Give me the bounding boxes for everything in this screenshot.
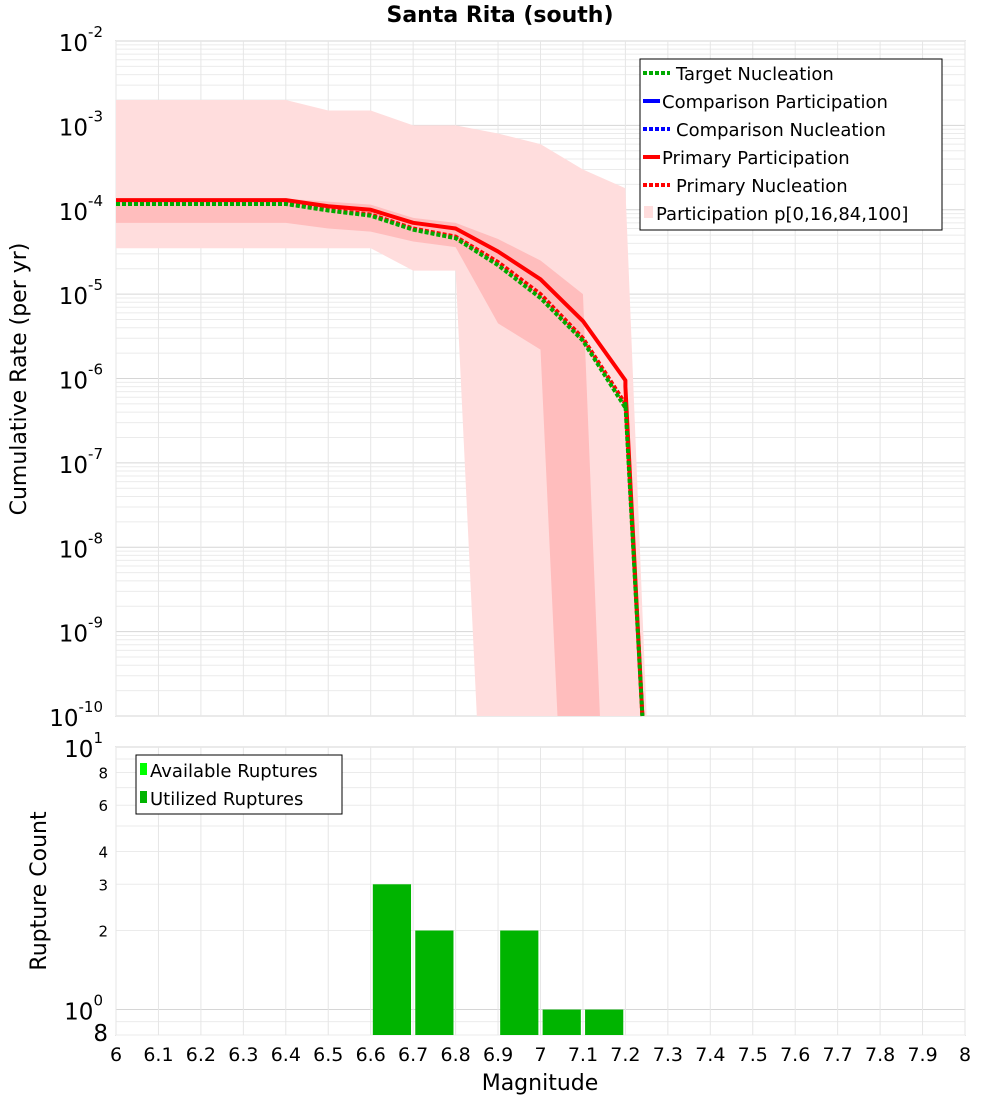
count-y-major-tick-label: 100 (64, 992, 103, 1026)
legend-swatch-utilized-ruptures (140, 791, 147, 803)
legend-label-comparison-nucleation: Comparison Nucleation (676, 120, 886, 141)
x-tick-label: 7 (534, 1044, 546, 1066)
legend-label-primary-nucleation: Primary Nucleation (676, 176, 848, 197)
x-tick-label: 6 (110, 1044, 122, 1066)
count-y-major-tick-label: 101 (64, 729, 103, 763)
x-tick-label: 7.9 (907, 1044, 937, 1066)
target-nucleation-line (116, 201, 645, 717)
count-y-minor-tick-label: 4 (98, 843, 108, 861)
legend-label-target-nucleation: Target Nucleation (675, 64, 834, 85)
legend-label-primary-participation: Primary Participation (662, 148, 850, 169)
count-legend: Available Ruptures Utilized Ruptures (135, 754, 343, 815)
x-tick-label: 7.2 (610, 1044, 640, 1066)
utilized-ruptures-bar (415, 930, 454, 1035)
x-tick-label: 6.1 (143, 1044, 173, 1066)
x-tick-label: 6.6 (356, 1044, 386, 1066)
legend-swatch-participation-band (644, 206, 653, 218)
x-tick-label: 6.5 (313, 1044, 343, 1066)
x-tick-label: 6.8 (440, 1044, 470, 1066)
utilized-ruptures-bar (372, 884, 412, 1035)
x-tick-label: 7.3 (653, 1044, 683, 1066)
count-y-minor-tick-label: 6 (98, 797, 108, 815)
utilized-ruptures-bar (542, 1009, 581, 1035)
count-gridlines (115, 746, 966, 1036)
count-y-minor-tick-label: 8 (93, 1021, 108, 1047)
x-axis-label: Magnitude (482, 1071, 599, 1096)
primary-participation-line (116, 198, 645, 717)
x-tick-label: 7.4 (695, 1044, 725, 1066)
legend-label-comparison-participation: Comparison Participation (662, 92, 888, 113)
utilized-ruptures-bar (585, 1009, 624, 1035)
x-tick-label: 7.5 (738, 1044, 768, 1066)
count-legend-box (135, 754, 343, 815)
x-tick-label: 7.1 (568, 1044, 598, 1066)
count-x-ticks: 6 6.1 6.2 6.3 6.4 6.5 6.6 6.7 6.8 6.9 7 7.1 7.2 7.3 7.… (110, 1044, 971, 1066)
count-y-minor-tick-label: 2 (98, 923, 108, 941)
x-tick-label: 8 (959, 1044, 971, 1066)
count-y-minor-tick-label: 3 (98, 876, 108, 894)
rate-y-tick-label: 10-2 (59, 23, 103, 57)
rate-y-axis-label: Cumulative Rate (per yr) (7, 243, 32, 516)
rate-y-ticks: 10-2 10-3 10-4 10-5 10-6 10-7 10-8 10-9 10-10 (49, 23, 103, 732)
x-tick-label: 6.2 (186, 1044, 216, 1066)
x-tick-label: 6.9 (483, 1044, 513, 1066)
legend-swatch-available-ruptures (140, 763, 147, 775)
rate-legend-box (639, 58, 943, 231)
x-tick-label: 7.6 (780, 1044, 810, 1066)
x-tick-label: 7.8 (865, 1044, 895, 1066)
rate-y-tick-label: 10-9 (59, 614, 103, 648)
count-y-axis-label: Rupture Count (27, 811, 52, 971)
rate-y-tick-label: 10-5 (59, 276, 103, 310)
rate-y-tick-label: 10-3 (59, 107, 103, 141)
x-tick-label: 7.7 (823, 1044, 853, 1066)
count-bars (372, 884, 624, 1035)
chart-title: Santa Rita (south) (386, 3, 613, 28)
x-tick-label: 6.4 (271, 1044, 301, 1066)
rate-y-tick-label: 10-8 (59, 529, 103, 563)
legend-label-available-ruptures: Available Ruptures (150, 761, 318, 782)
rate-y-tick-label: 10-6 (59, 361, 103, 395)
x-tick-label: 6.3 (228, 1044, 258, 1066)
rate-lines (116, 198, 645, 717)
rate-y-tick-label: 10-4 (59, 192, 103, 226)
rate-y-tick-label: 10-7 (59, 445, 103, 479)
count-y-minor-tick-label: 8 (98, 764, 108, 782)
participation-bands (116, 99, 647, 717)
x-tick-label: 6.7 (398, 1044, 428, 1066)
legend-label-utilized-ruptures: Utilized Ruptures (150, 789, 303, 810)
rate-legend: Target Nucleation Comparison Participati… (639, 58, 943, 231)
rate-panel: 10-2 10-3 10-4 10-5 10-6 10-7 10-8 10-9 10-10 Cu… (7, 23, 966, 732)
rate-y-tick-label: 10-10 (49, 698, 103, 732)
utilized-ruptures-bar (500, 930, 539, 1035)
legend-label-participation-band: Participation p[0,16,84,100] (656, 204, 908, 225)
